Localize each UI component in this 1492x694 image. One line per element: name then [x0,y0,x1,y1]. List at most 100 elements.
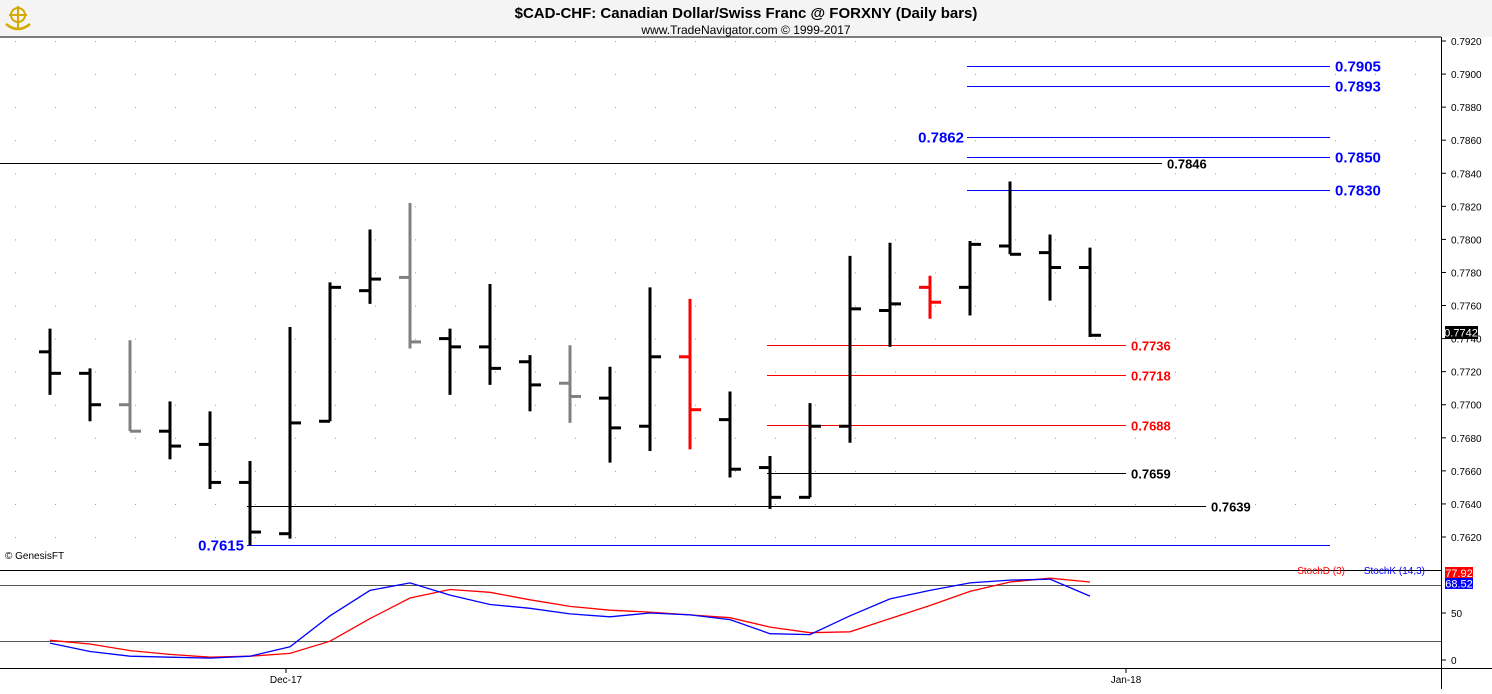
ohlc-bar [519,355,541,412]
grid-dot [655,437,656,439]
grid-dot [815,206,816,208]
ohlc-bar [279,327,301,539]
grid-dot [1335,503,1336,505]
grid-dot [55,305,56,307]
grid-dot [1335,173,1336,175]
grid-dot [1175,404,1176,406]
ohlc-bar [399,203,421,349]
grid-dot [1015,503,1016,505]
grid-dot [495,503,496,505]
price-tick-label: 0.7900 [1451,70,1482,81]
grid-dot [455,305,456,307]
grid-dot [1135,305,1136,307]
price-tick-label: 0.7760 [1451,302,1482,313]
grid-dot [335,371,336,373]
level-label-0.7905: 0.7905 [1335,59,1381,76]
grid-dot [1375,206,1376,208]
grid-dot [695,41,696,42]
grid-dot [1335,41,1336,42]
grid-dot [215,173,216,175]
grid-dot [215,41,216,42]
grid-dot [1375,41,1376,42]
grid-dot [615,140,616,142]
grid-dot [815,305,816,307]
grid-dot [935,470,936,472]
grid-dot [975,107,976,109]
grid-dot [655,404,656,406]
last-price-badge [1445,326,1478,339]
grid-dot [1255,338,1256,340]
grid-dot [935,437,936,439]
grid-dot [375,140,376,142]
grid-dot [135,173,136,175]
grid-dot [175,338,176,340]
grid-dot [15,41,16,42]
grid-dot [1375,537,1376,538]
grid-dot [1015,140,1016,142]
grid-dot [895,140,896,142]
grid-dot [135,404,136,406]
grid-dot [495,206,496,208]
grid-dot [575,470,576,472]
grid-dot [975,239,976,241]
grid-dot [15,206,16,208]
grid-dot [1095,305,1096,307]
grid-dot [1295,239,1296,241]
grid-dot [255,140,256,142]
grid-dot [695,537,696,538]
grid-dot [1295,470,1296,472]
grid-dot [15,437,16,439]
grid-dot [295,305,296,307]
grid-dot [55,41,56,42]
grid-dot [615,206,616,208]
grid-dot [55,140,56,142]
grid-dot [935,107,936,109]
ohlc-bar [119,340,141,433]
ohlc-bar [799,403,821,499]
grid-dot [1055,173,1056,175]
grid-dot [495,404,496,406]
grid-dot [1015,537,1016,538]
grid-dot [615,41,616,42]
grid-dot [295,371,296,373]
grid-dot [855,470,856,472]
grid-dot [455,74,456,76]
grid-dot [575,239,576,241]
grid-dot [735,74,736,76]
grid-dot [815,437,816,439]
grid-dot [1095,74,1096,76]
level-label-0.7830: 0.7830 [1335,183,1381,200]
time-label-Jan-18: Jan-18 [1111,675,1142,686]
grid-dot [135,41,136,42]
grid-dot [1215,272,1216,274]
grid-dot [855,404,856,406]
grid-dot [935,239,936,241]
grid-dot [175,140,176,142]
grid-dot [215,206,216,208]
grid-dot [55,74,56,76]
grid-dot [1375,140,1376,142]
price-axis-ticks: 0.7620 0.7640 0.7660 0.7680 0.7700 0.7720 0.77… [1441,37,1482,544]
grid-dot [1015,239,1016,241]
grid-dot [615,437,616,439]
grid-dot [1295,107,1296,109]
grid-dot [1215,537,1216,538]
grid-dot [855,305,856,307]
grid-dot [1095,239,1096,241]
grid-dot [175,503,176,505]
grid-dot [415,41,416,42]
grid-dot [575,74,576,76]
grid-dot [55,272,56,274]
stoch-line-blue [49,578,1091,659]
grid-dot [455,140,456,142]
ohlc-bar [359,229,381,304]
grid-dot [255,537,256,538]
grid-dot [375,371,376,373]
grid-dot [255,41,256,42]
grid-dot [1135,371,1136,373]
grid-dot [1055,272,1056,274]
grid-dot [15,371,16,373]
grid-dot [695,305,696,307]
grid-dot [1175,140,1176,142]
grid-dot [215,107,216,109]
